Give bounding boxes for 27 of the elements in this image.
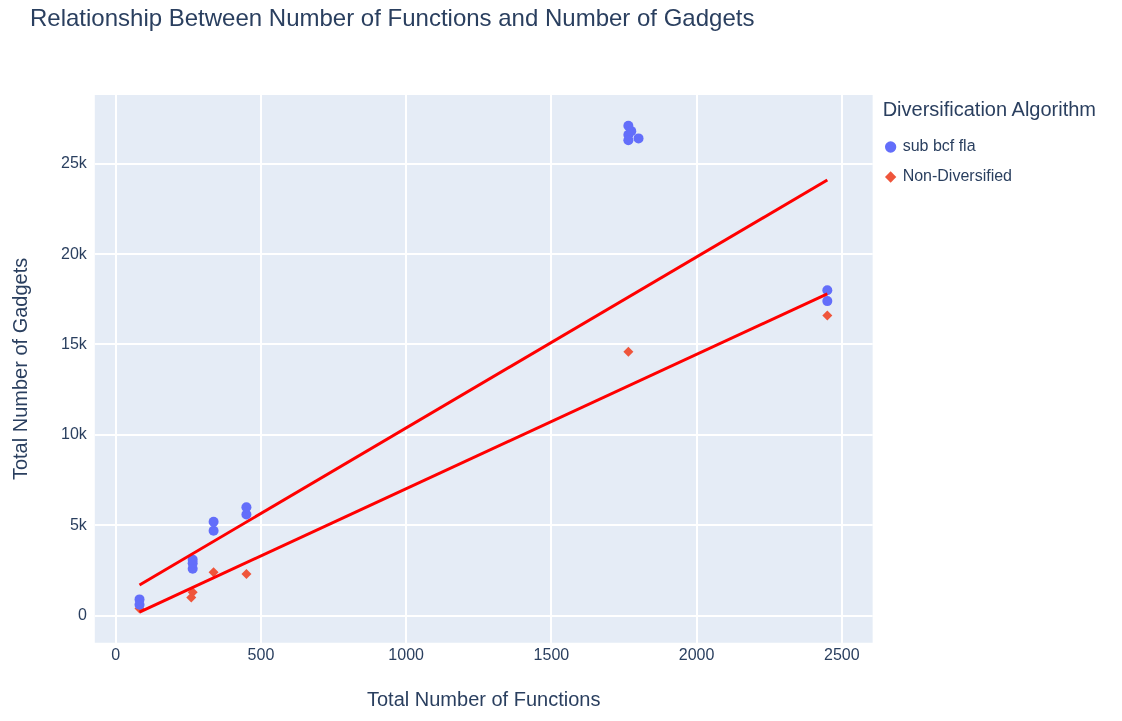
y-tick-label: 15k <box>61 334 88 352</box>
y-tick-label: 25k <box>61 154 88 172</box>
point <box>208 525 219 536</box>
point <box>822 296 833 307</box>
x-tick-label: 2000 <box>678 645 715 663</box>
y-tick-label: 20k <box>61 244 88 262</box>
x-tick-label: 1000 <box>388 645 425 663</box>
point <box>208 567 219 578</box>
legend-label: sub bcf fla <box>902 137 976 155</box>
legend-label: Non-Diversified <box>902 167 1013 185</box>
y-axis-title: Total Number of Gadgets <box>8 257 31 481</box>
x-tick-label: 0 <box>111 645 121 663</box>
point <box>208 516 219 527</box>
legend-title: Diversification Algorithm <box>882 97 1097 121</box>
x-tick-label: 500 <box>247 645 275 663</box>
point <box>623 346 634 357</box>
chart-title: Relationship Between Number of Functions and Number of Gadgets <box>30 4 755 32</box>
point <box>822 285 833 296</box>
point <box>822 310 833 321</box>
y-tick-label: 10k <box>61 425 88 443</box>
y-tick-label: 5k <box>69 515 88 533</box>
point <box>241 569 252 580</box>
x-tick-label: 1500 <box>533 645 570 663</box>
x-axis-title: Total Number of Functions <box>367 687 601 710</box>
x-tick-label: 2500 <box>824 645 860 663</box>
y-tick-label: 0 <box>77 606 87 624</box>
point <box>633 133 644 144</box>
